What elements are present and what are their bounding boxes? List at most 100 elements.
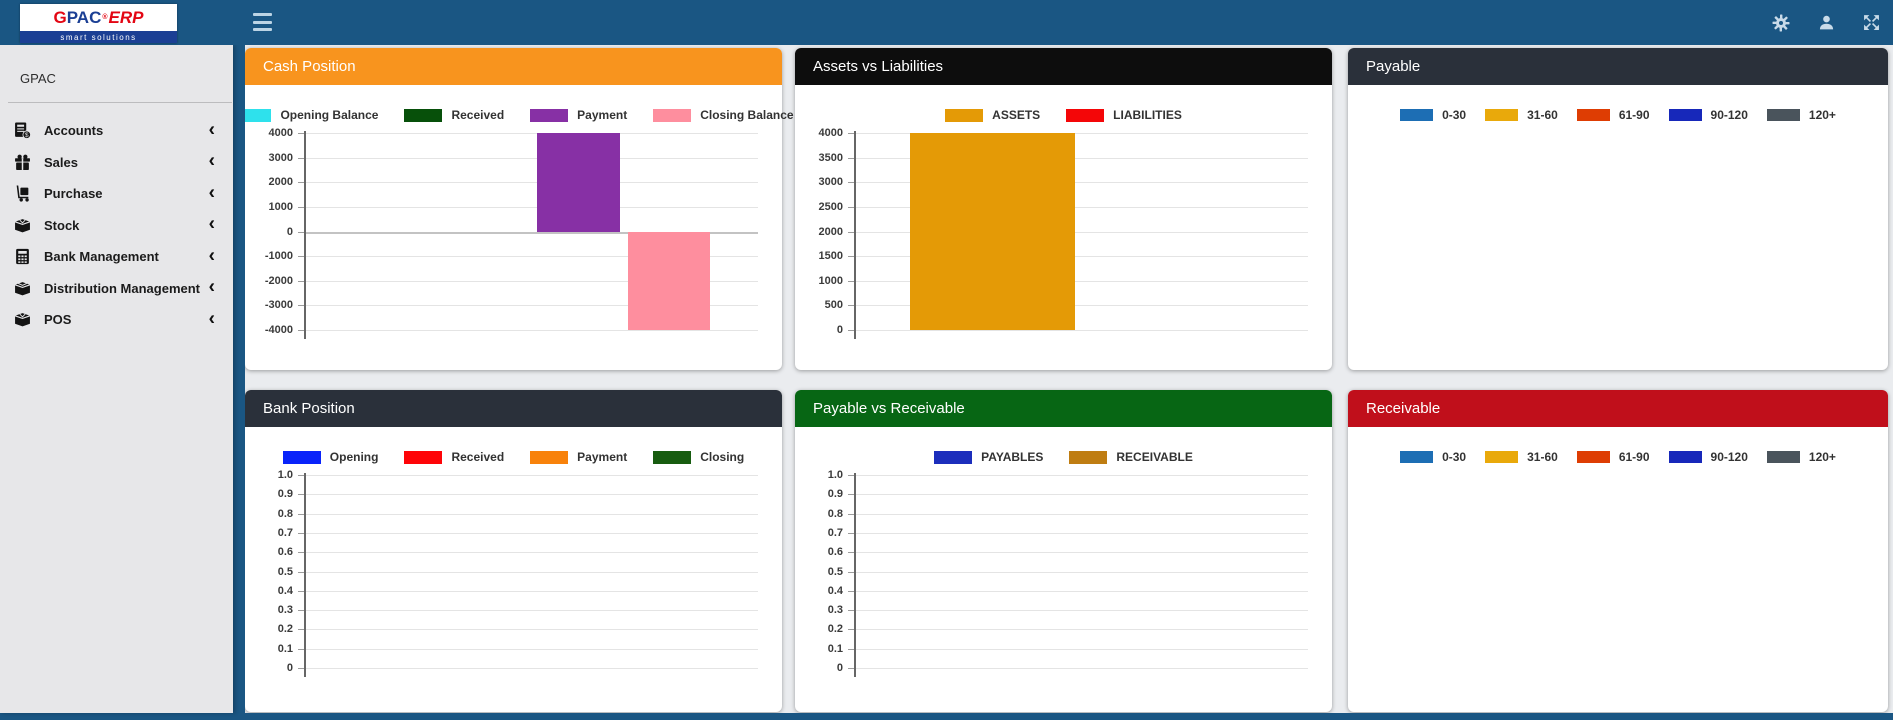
menu-toggle-icon[interactable]: [253, 13, 273, 31]
legend-item-opening[interactable]: Opening: [282, 450, 378, 464]
legend-item-31-60[interactable]: 31-60: [1485, 108, 1558, 122]
y-axis-label: 0.7: [827, 526, 843, 539]
legend-item-closing[interactable]: Closing: [653, 450, 744, 464]
gridline: [305, 532, 758, 534]
legend-item-31-60[interactable]: 31-60: [1485, 450, 1558, 464]
gridline: [855, 513, 1308, 515]
gridline: [855, 648, 1308, 650]
legend-item-payables[interactable]: PAYABLES: [934, 450, 1043, 464]
gridline: [305, 571, 758, 573]
sidebar-item-pos[interactable]: POS ‹: [0, 304, 233, 336]
sales-icon: [11, 153, 33, 171]
chevron-left-icon: ‹: [208, 308, 215, 330]
axis-tick: [848, 668, 855, 669]
chart-plot: 1.0 0.9 0.8 0.7 0.6 0.5 0.4 0.3 0.2 0.1 0: [828, 469, 1308, 677]
legend-swatch: [1766, 109, 1800, 121]
legend-item-assets[interactable]: ASSETS: [945, 108, 1040, 122]
legend-item-90-120[interactable]: 90-120: [1668, 108, 1748, 122]
logo-tagline: smart solutions: [20, 31, 177, 43]
chart-legend: 0-30 31-60 61-90 90-120 120+: [1358, 108, 1878, 122]
legend-item-0-30[interactable]: 0-30: [1400, 450, 1466, 464]
y-axis-label: 1500: [818, 250, 843, 263]
chart-plot: 4000 3000 2000 1000 0 -1000 -2000 -3000 -4000: [265, 127, 758, 339]
axis-tick: [848, 552, 855, 554]
legend-item-opening-balance[interactable]: Opening Balance: [245, 108, 378, 122]
legend-item-received[interactable]: Received: [404, 108, 504, 122]
sidebar-item-purchase[interactable]: Purchase ‹: [0, 178, 233, 210]
chevron-left-icon: ‹: [208, 213, 215, 235]
y-axis-label: 0.6: [277, 546, 293, 559]
legend-item-liabilities[interactable]: LIABILITIES: [1066, 108, 1182, 122]
legend-item-120[interactable]: 120+: [1766, 108, 1836, 122]
legend-item-payment[interactable]: Payment: [530, 450, 627, 464]
legend-label: 0-30: [1442, 450, 1467, 464]
gridline: [855, 494, 1308, 496]
gridline: [305, 513, 758, 515]
legend-swatch: [1668, 451, 1702, 463]
y-axis-label: 0.7: [277, 526, 293, 539]
legend-item-120[interactable]: 120+: [1766, 450, 1836, 464]
legend-item-61-90[interactable]: 61-90: [1576, 108, 1650, 122]
legend-label: Payment: [577, 108, 628, 122]
y-axis-label: 3000: [818, 176, 843, 189]
y-axis-label: -2000: [264, 274, 293, 287]
y-axis-label: 0.4: [827, 584, 843, 597]
y-axis-label: 0.3: [827, 604, 843, 617]
y-axis-label: 0.8: [827, 507, 843, 520]
card-header: Payable: [1348, 48, 1888, 85]
y-axis-label: -4000: [264, 324, 293, 336]
legend-label: 0-30: [1442, 108, 1467, 122]
settings-gear-icon[interactable]: [1772, 14, 1790, 32]
app-logo[interactable]: G PAC ® ERP smart solutions: [20, 4, 177, 43]
y-axis-label: 500: [824, 299, 843, 312]
axis-tick: [848, 532, 855, 534]
y-axis-label: 0: [286, 662, 293, 674]
legend-label: Payment: [577, 450, 628, 464]
gridline: [305, 280, 758, 282]
y-axis-label: 0.1: [827, 642, 843, 655]
legend-item-90-120[interactable]: 90-120: [1668, 450, 1748, 464]
legend-item-61-90[interactable]: 61-90: [1576, 450, 1650, 464]
axis-tick: [848, 475, 855, 476]
sidebar-item-bank-management[interactable]: Bank Management ‹: [0, 241, 233, 273]
gridline: [305, 610, 758, 612]
sidebar-item-distribution-management[interactable]: Distribution Management ‹: [0, 273, 233, 305]
sidebar-item-accounts[interactable]: $ Accounts ‹: [0, 115, 233, 147]
y-axis-label: 4000: [268, 127, 293, 139]
axis-tick: [848, 571, 855, 573]
sidebar-item-stock[interactable]: Stock ‹: [0, 210, 233, 242]
y-axis-label: -1000: [264, 250, 293, 263]
legend-label: Received: [451, 108, 505, 122]
legend-label: Closing Balance: [700, 108, 794, 122]
y-axis-label: 2000: [268, 176, 293, 189]
axis-tick: [848, 256, 855, 258]
legend-label: 31-60: [1527, 450, 1558, 464]
gridline: [855, 629, 1308, 631]
gridline: [305, 133, 758, 134]
axis-tick: [298, 280, 305, 282]
sidebar-brand-label: GPAC: [20, 71, 56, 86]
gridline: [305, 494, 758, 496]
chevron-left-icon: ‹: [208, 119, 215, 141]
legend-item-received[interactable]: Received: [404, 450, 504, 464]
y-axis-label: 2500: [818, 200, 843, 213]
sidebar-item-sales[interactable]: Sales ‹: [0, 147, 233, 179]
axis-tick: [848, 330, 855, 331]
chevron-left-icon: ‹: [208, 245, 215, 267]
y-axis-label: 3000: [268, 151, 293, 164]
legend-item-0-30[interactable]: 0-30: [1400, 108, 1466, 122]
axis-tick: [848, 182, 855, 184]
gridline: [305, 668, 758, 669]
legend-item-payment[interactable]: Payment: [530, 108, 627, 122]
legend-label: 90-120: [1710, 108, 1748, 122]
fullscreen-expand-icon[interactable]: [1862, 14, 1880, 32]
gridline: [855, 552, 1308, 554]
legend-item-receivable[interactable]: RECEIVABLE: [1069, 450, 1193, 464]
legend-item-closing-balance[interactable]: Closing Balance: [653, 108, 794, 122]
user-icon[interactable]: [1817, 14, 1835, 32]
legend-label: LIABILITIES: [1113, 108, 1182, 122]
y-axis-label: 0.1: [277, 642, 293, 655]
chevron-left-icon: ‹: [208, 276, 215, 298]
y-axis-label: 0.3: [277, 604, 293, 617]
legend-label: Received: [451, 450, 505, 464]
